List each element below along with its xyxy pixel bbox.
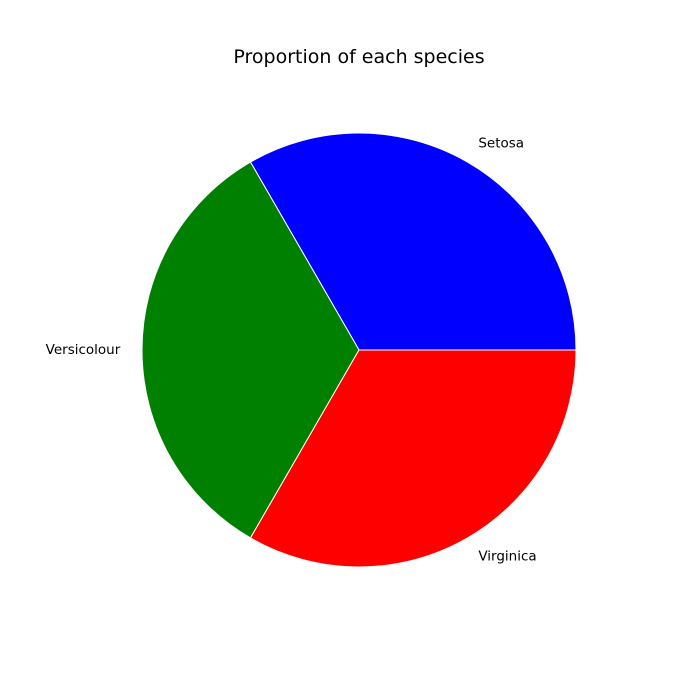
pie-slice-labels: Setosa Versicolour Virginica — [46, 135, 537, 564]
pie-label-virginica: Virginica — [478, 549, 536, 565]
pie-label-setosa: Setosa — [478, 135, 524, 151]
pie-slices — [141, 132, 577, 568]
pie-slice-virginica — [250, 349, 577, 568]
chart-title: Proportion of each species — [233, 46, 484, 68]
pie-slice-setosa — [250, 132, 577, 351]
pie-label-versicolour: Versicolour — [46, 342, 121, 358]
